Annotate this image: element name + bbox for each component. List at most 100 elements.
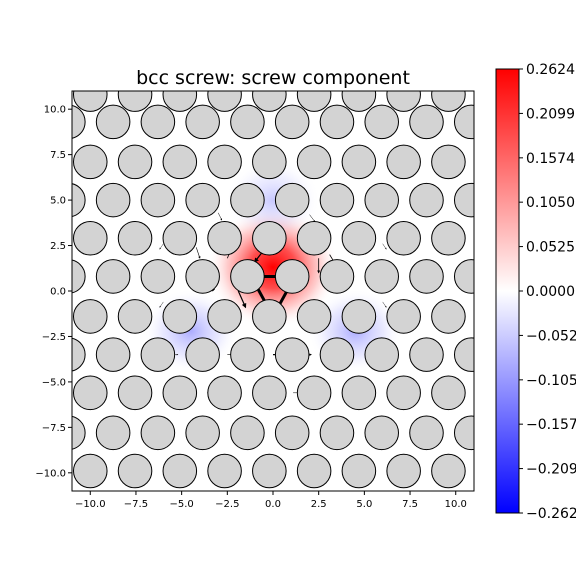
y-axis: −10.0 −7.5 −5.0 −2.5 0.0 2.5 5.0 7.5 10.0 [35, 105, 72, 479]
atom-marker [72, 415, 86, 450]
atom-marker [140, 104, 176, 140]
atom-marker [140, 415, 176, 451]
atom-marker [252, 220, 287, 256]
y-tick-label: 7.5 [50, 150, 66, 161]
atom-marker [140, 259, 176, 294]
atom-marker [72, 183, 86, 217]
atom-marker [72, 337, 86, 372]
x-tick-label: −5.0 [169, 499, 193, 510]
atom-marker [117, 91, 153, 112]
colorbar-tick-label: −0.1050 [526, 373, 576, 389]
atom-marker [230, 182, 265, 218]
atom-marker [386, 144, 421, 180]
atom-marker [364, 415, 399, 451]
displacement-arrow [195, 247, 201, 259]
atom-marker [252, 299, 287, 334]
x-tick-label: −7.5 [124, 499, 148, 510]
atom-marker [72, 375, 108, 411]
y-tick-label: −7.5 [42, 423, 66, 434]
y-tick-label: −2.5 [42, 332, 66, 343]
atom-marker [274, 104, 310, 140]
atom-marker [386, 91, 421, 112]
colorbar-gradient [495, 68, 520, 514]
atom-marker [409, 259, 444, 294]
y-tick-label: 2.5 [50, 241, 66, 252]
atom-marker [230, 259, 265, 294]
x-tick-label: −10.0 [75, 499, 106, 510]
atom-marker [117, 144, 153, 180]
x-tick-label: 5.0 [356, 499, 372, 510]
x-tick-label: 0.0 [265, 499, 281, 510]
atom-marker [207, 220, 242, 256]
displacement-arrow [217, 212, 223, 221]
atom-marker [409, 415, 444, 451]
atom-marker [364, 337, 399, 372]
atom-marker [117, 375, 153, 411]
colorbar-tick-label: −0.0525 [526, 328, 576, 344]
atom-marker [319, 104, 355, 140]
displacement-arrow [382, 301, 387, 308]
atom-marker [185, 104, 220, 140]
atom-marker [162, 453, 198, 489]
atom-marker [207, 375, 242, 411]
x-axis: −10.0 −7.5 −5.0 −2.5 0.0 2.5 5.0 7.5 10.0 [75, 491, 467, 510]
atom-marker [185, 182, 220, 218]
atom-marker [274, 259, 310, 294]
atom-marker [431, 375, 466, 411]
atom-marker [296, 375, 332, 411]
atom-marker [72, 220, 108, 256]
colorbar-tick-label: −0.2624 [526, 506, 576, 522]
atom-marker [185, 415, 220, 451]
atom-marker [386, 220, 421, 256]
atom-marker [364, 259, 399, 294]
x-tick-label: 7.5 [402, 499, 418, 510]
atom-marker [95, 104, 131, 140]
atom-marker [409, 182, 444, 218]
x-tick-label: 10.0 [445, 499, 467, 510]
atom-marker [95, 415, 131, 451]
atom-marker [252, 91, 287, 112]
atom-marker [409, 104, 444, 140]
atom-marker [319, 415, 355, 451]
atom-marker [431, 299, 466, 334]
atom-marker [72, 299, 108, 334]
atom-marker [431, 453, 466, 489]
atom-marker [319, 259, 355, 294]
atom-marker [274, 182, 310, 218]
atom-marker [162, 220, 198, 256]
atom-marker [319, 337, 355, 372]
atom-marker [95, 337, 131, 372]
atom-marker [185, 337, 220, 372]
colorbar-tick-label: −0.2099 [526, 462, 576, 478]
atom-marker [341, 375, 377, 411]
atom-marker [117, 220, 153, 256]
atom-marker [230, 415, 265, 451]
atom-marker [207, 91, 242, 112]
atom-marker [72, 144, 108, 180]
x-tick-label: −2.5 [215, 499, 239, 510]
colorbar-tick-label: −0.1574 [526, 417, 576, 433]
atom-marker [296, 91, 332, 112]
atom-marker [341, 144, 377, 180]
atom-marker [117, 299, 153, 334]
atom-marker [431, 220, 466, 256]
displacement-arrow [309, 214, 316, 223]
atom-marker [341, 220, 377, 256]
colorbar-ticks: 0.2624 0.2099 0.1574 0.1050 0.0525 0.0000 −0.0… [519, 62, 576, 522]
y-tick-label: 0.0 [50, 287, 66, 298]
atom-marker [230, 337, 265, 372]
colorbar: 0.2624 0.2099 0.1574 0.1050 0.0525 0.0000 −0.0… [495, 62, 576, 522]
atom-marker [431, 91, 466, 112]
atom-marker [72, 259, 86, 294]
atom-marker [140, 182, 176, 218]
chart-title: bcc screw: screw component [136, 67, 410, 89]
y-tick-label: −5.0 [42, 377, 66, 388]
colorbar-tick-label: 0.2099 [526, 106, 575, 122]
atom-marker [386, 299, 421, 334]
y-tick-label: 5.0 [50, 196, 66, 207]
x-tick-label: 2.5 [311, 499, 327, 510]
atom-marker [364, 182, 399, 218]
atom-marker [72, 105, 86, 139]
atom-marker [453, 104, 474, 140]
